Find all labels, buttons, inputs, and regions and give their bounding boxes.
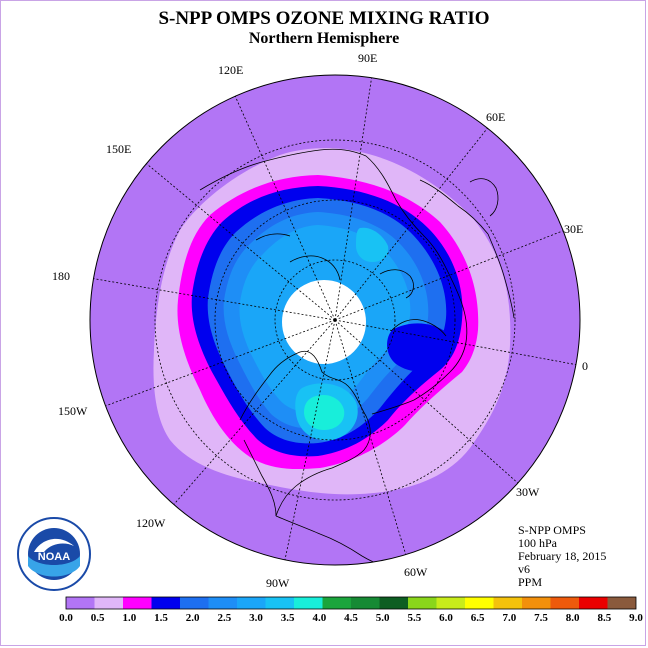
colorbar-swatch	[237, 597, 266, 609]
colorbar-swatch	[579, 597, 608, 609]
colorbar-tick-label: 8.0	[566, 612, 580, 624]
observation-date: February 18, 2015	[518, 549, 607, 563]
product-info: S-NPP OMPS 100 hPa February 18, 2015 v6 …	[518, 524, 606, 589]
map-title: S-NPP OMPS OZONE MIXING RATIO	[158, 8, 490, 29]
contour-40-45-b	[304, 394, 345, 430]
colorbar-swatch	[94, 597, 123, 609]
longitude-label-30e: 30E	[564, 222, 584, 236]
colorbar-swatches	[65, 596, 637, 610]
colorbar-tick-label: 4.5	[344, 612, 358, 624]
colorbar-swatch	[180, 597, 209, 609]
product-version: v6	[518, 562, 530, 576]
colorbar-tick-label: 1.0	[122, 612, 136, 624]
colorbar-tick-label: 0.5	[91, 612, 105, 624]
colorbar-tick-label: 7.0	[502, 612, 516, 624]
colorbar-tick-label: 9.0	[629, 612, 643, 624]
colorbar-swatch	[436, 597, 465, 609]
colorbar-swatch	[465, 597, 494, 609]
colorbar-swatch	[265, 597, 294, 609]
colorbar-swatch	[66, 597, 95, 609]
colorbar-swatch	[351, 597, 380, 609]
longitude-label-0: 0	[582, 359, 588, 373]
colorbar-tick-label: 6.0	[439, 612, 453, 624]
colorbar-border	[65, 596, 637, 610]
longitude-label-120w: 120W	[136, 516, 166, 530]
longitude-label-150e: 150E	[106, 142, 132, 156]
colorbar-tick-label: 2.0	[186, 612, 200, 624]
colorbar-tick-label: 5.0	[376, 612, 390, 624]
noaa-logo-text: NOAA	[38, 551, 70, 563]
pressure-level: 100 hPa	[518, 536, 557, 550]
longitude-label-150w: 150W	[58, 404, 88, 418]
colorbar-swatch	[408, 597, 437, 609]
units: PPM	[518, 575, 543, 589]
instrument-name: S-NPP OMPS	[518, 523, 586, 537]
colorbar-swatch	[322, 597, 351, 609]
colorbar-swatch	[208, 597, 237, 609]
colorbar-tick-label: 4.0	[312, 612, 326, 624]
colorbar-labels: 0.0 0.5 1.0 1.5 2.0 2.5 3.0 3.5 4.0 4.5 5.0 5.5 6.0 6…	[59, 612, 643, 624]
contour-35-40	[356, 227, 389, 262]
colorbar-swatch	[550, 597, 579, 609]
longitude-label-30w: 30W	[516, 485, 540, 499]
longitude-label-120e: 120E	[218, 63, 244, 77]
colorbar-tick-label: 1.5	[154, 612, 168, 624]
noaa-logo: NOAA	[17, 517, 91, 591]
colorbar-tick-label: 6.5	[471, 612, 485, 624]
colorbar-tick-label: 8.5	[597, 612, 611, 624]
longitude-label-90w: 90W	[266, 576, 290, 590]
colorbar-swatch	[294, 597, 323, 609]
colorbar-swatch	[151, 597, 180, 609]
colorbar-swatch	[493, 597, 522, 609]
longitude-label-60w: 60W	[404, 565, 428, 579]
colorbar-tick-label: 2.5	[217, 612, 231, 624]
longitude-label-180: 180	[52, 269, 70, 283]
missing-data-disk	[282, 280, 366, 364]
colorbar-tick-label: 0.0	[59, 612, 73, 624]
colorbar-tick-label: 7.5	[534, 612, 548, 624]
colorbar-tick-label: 3.5	[281, 612, 295, 624]
colorbar-swatch	[123, 597, 152, 609]
longitude-label-90e: 90E	[358, 51, 378, 65]
contour-15-20-europe	[387, 323, 455, 372]
longitude-label-60e: 60E	[486, 110, 506, 124]
colorbar-tick-label: 5.5	[407, 612, 421, 624]
colorbar-swatch	[379, 597, 408, 609]
colorbar-swatch	[607, 597, 636, 609]
colorbar-tick-label: 3.0	[249, 612, 263, 624]
graticule	[90, 75, 579, 565]
map-subtitle: Northern Hemisphere	[248, 30, 400, 47]
colorbar-swatch	[522, 597, 551, 609]
